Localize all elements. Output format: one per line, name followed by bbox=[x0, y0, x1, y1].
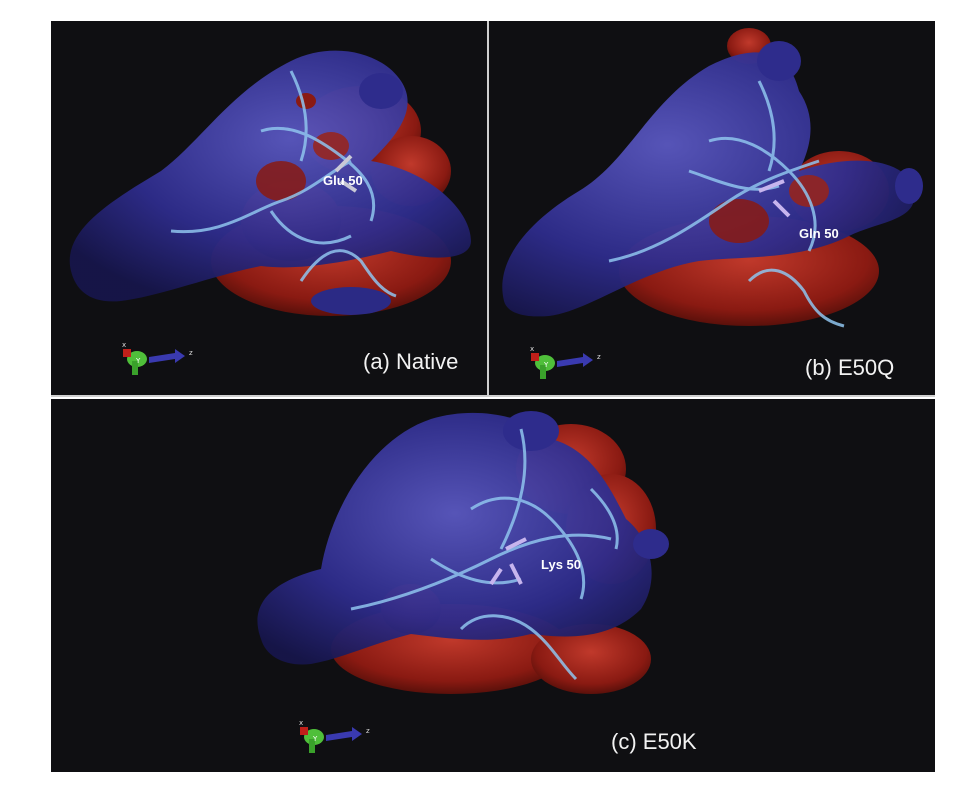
panel-e50q: Gln 50 x Y z (b) E50Q bbox=[489, 21, 935, 395]
panel-e50k: Lys 50 x Y z (c) E50K bbox=[51, 399, 935, 772]
axis-label-z: z bbox=[189, 349, 193, 357]
panel-caption: (b) E50Q bbox=[805, 355, 895, 380]
protein-surface-e50k bbox=[257, 411, 669, 694]
residue-sticks bbox=[489, 537, 527, 586]
axis-label-z: z bbox=[597, 353, 601, 361]
residue-label: Lys 50 bbox=[541, 557, 581, 572]
panel-caption: (a) Native bbox=[363, 349, 459, 374]
positive-surface bbox=[502, 41, 923, 317]
axis-orientation-icon: x Y z bbox=[122, 341, 193, 375]
backbone-ribbon bbox=[170, 70, 397, 298]
axis-label-y: Y bbox=[543, 361, 549, 369]
axis-label-x: x bbox=[299, 719, 303, 727]
panel-divider-horizontal bbox=[51, 395, 935, 397]
protein-surface-native bbox=[69, 50, 472, 316]
protein-surface-e50q bbox=[502, 28, 923, 328]
red-patches bbox=[256, 93, 349, 201]
axis-label-x: x bbox=[530, 345, 534, 353]
axis-orientation-icon: x Y z bbox=[299, 719, 370, 753]
axis-label-x: x bbox=[122, 341, 126, 349]
axis-label-z: z bbox=[366, 727, 370, 735]
axis-orientation-icon: x Y z bbox=[530, 345, 601, 379]
residue-sticks bbox=[758, 179, 791, 218]
panel-caption: (c) E50K bbox=[611, 729, 697, 754]
panel-divider-vertical bbox=[487, 21, 489, 395]
residue-sticks bbox=[334, 154, 358, 193]
backbone-ribbon bbox=[608, 80, 845, 328]
axis-label-y: Y bbox=[312, 735, 318, 743]
residue-label: Gln 50 bbox=[799, 226, 839, 241]
residue-label: Glu 50 bbox=[323, 173, 363, 188]
panel-native: Glu 50 x Y z (a) Native bbox=[51, 21, 487, 395]
backbone-ribbon bbox=[350, 428, 619, 681]
positive-surface bbox=[257, 411, 669, 665]
axis-label-y: Y bbox=[135, 357, 141, 365]
